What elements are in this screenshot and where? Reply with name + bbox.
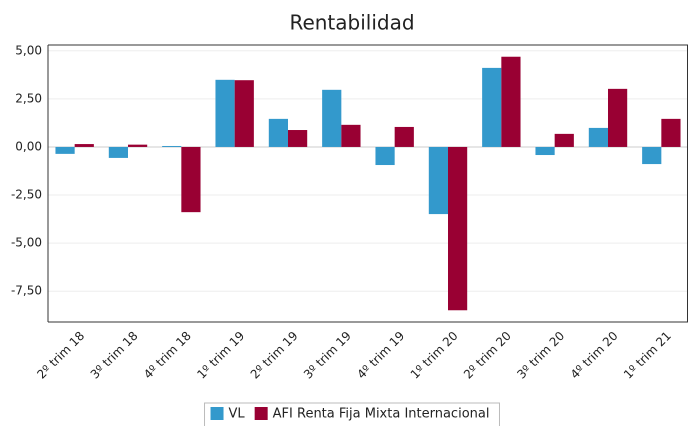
y-tick-label: -7,50 <box>11 284 42 298</box>
legend-box <box>204 402 500 426</box>
x-tick-label: 1º trim 20 <box>408 329 461 382</box>
x-tick-label: 2º trim 19 <box>248 329 301 382</box>
chart-title: Rentabilidad <box>289 11 414 35</box>
bar <box>482 67 502 147</box>
bar <box>341 124 361 147</box>
y-tick-label: 5,00 <box>15 43 42 57</box>
x-tick-label: 4º trim 18 <box>141 329 194 382</box>
legend-swatch <box>210 407 224 420</box>
bar <box>375 146 395 166</box>
bar <box>215 79 235 147</box>
y-tick-label: -5,00 <box>11 236 42 250</box>
y-tick-label: 2,50 <box>15 91 42 105</box>
bar <box>74 144 94 147</box>
x-tick-label: 3º trim 19 <box>301 329 354 382</box>
legend-label: AFI Renta Fija Mixta Internacional <box>273 407 490 422</box>
x-tick-label: 2º trim 20 <box>461 329 514 382</box>
x-tick-label: 4º trim 19 <box>354 329 407 382</box>
legend-label: VL <box>229 407 246 422</box>
bar <box>322 89 342 147</box>
bar <box>234 80 254 147</box>
x-tick-label: 3º trim 20 <box>514 329 567 382</box>
bar <box>108 146 128 158</box>
bar <box>162 145 182 147</box>
bar <box>128 144 148 147</box>
y-tick-label: 0,00 <box>15 139 42 153</box>
bar <box>661 118 681 147</box>
x-tick-label: 1º trim 21 <box>621 329 674 382</box>
bar <box>181 146 201 213</box>
bar <box>394 126 414 147</box>
x-tick-label: 3º trim 18 <box>88 329 141 382</box>
bar <box>428 146 448 215</box>
bar <box>448 146 468 311</box>
bar <box>608 88 628 147</box>
bar <box>288 130 308 147</box>
x-tick-label: 4º trim 20 <box>568 329 621 382</box>
y-tick-label: -2,50 <box>11 188 42 202</box>
bar <box>642 146 662 165</box>
bar <box>501 56 521 147</box>
bar <box>55 146 75 154</box>
legend: VL AFI Renta Fija Mixta Internacional <box>204 402 500 426</box>
x-tick-label: 1º trim 19 <box>194 329 247 382</box>
bar <box>535 146 555 156</box>
legend-swatch <box>254 407 268 420</box>
bar <box>268 118 288 147</box>
x-tick-label: 2º trim 18 <box>34 329 87 382</box>
bar <box>554 133 574 147</box>
bar <box>588 127 608 147</box>
